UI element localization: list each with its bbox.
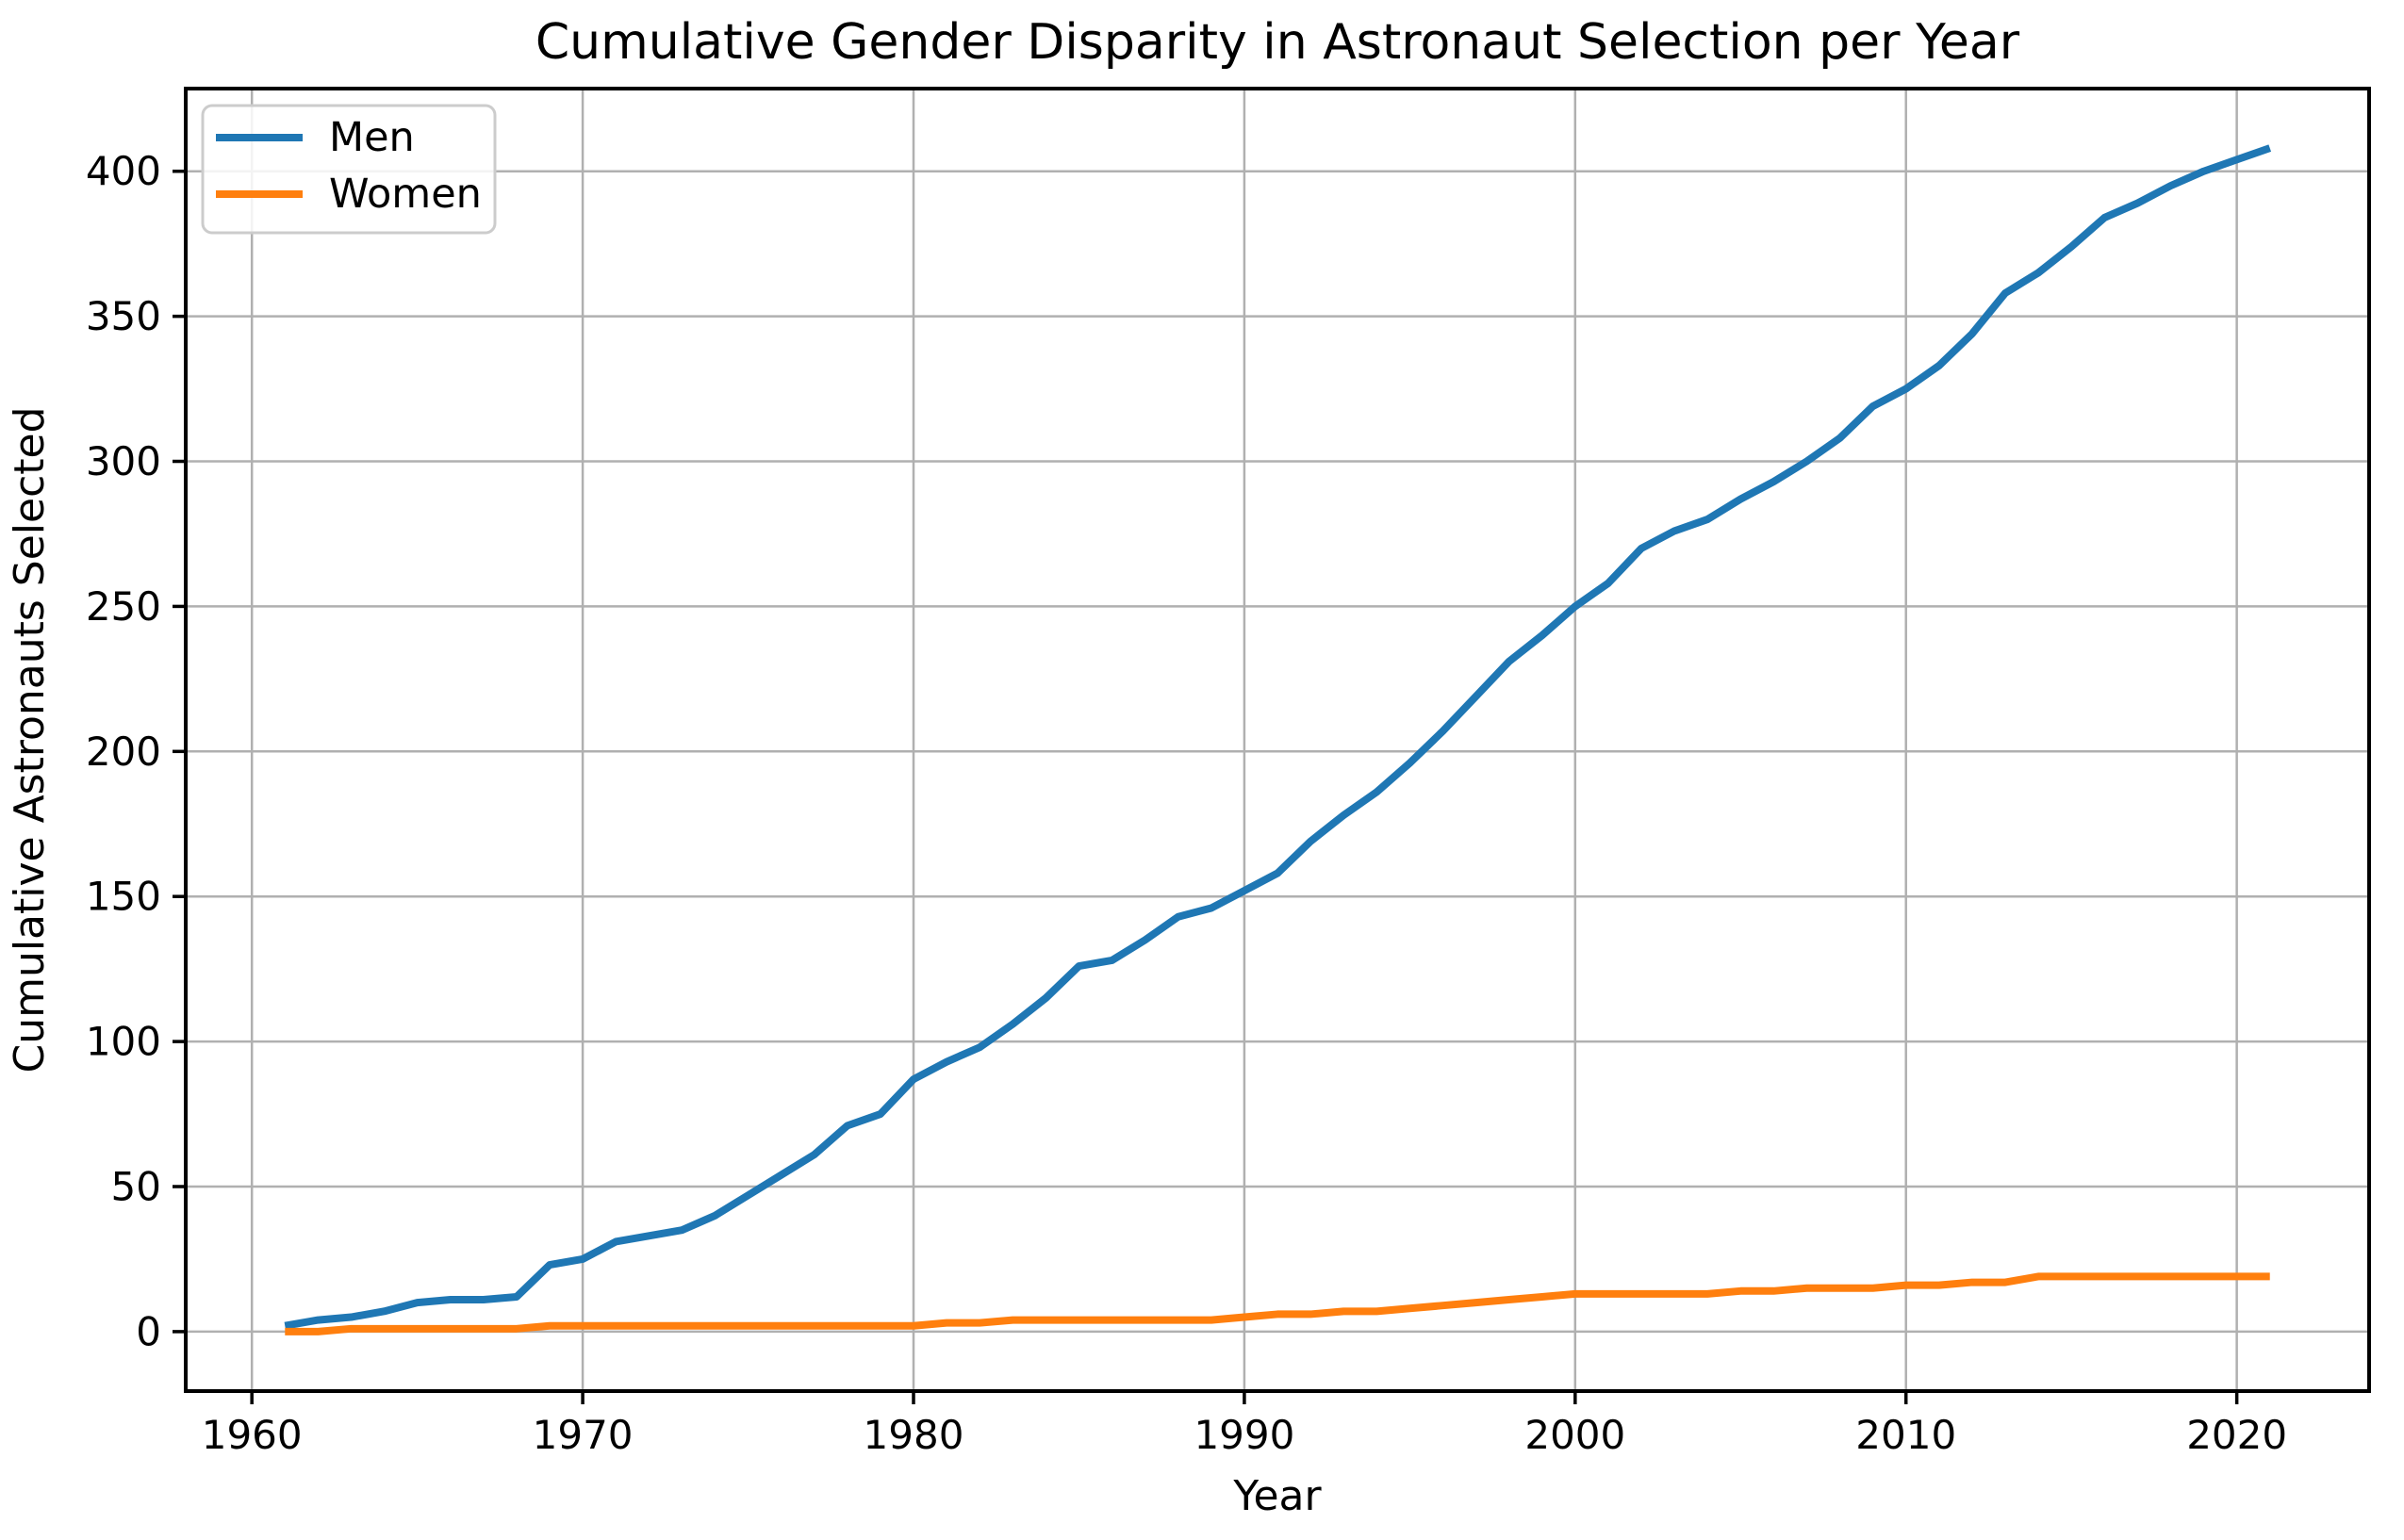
x-tick-label: 1970	[533, 1412, 634, 1458]
x-tick-label: 2000	[1524, 1412, 1625, 1458]
series-lines	[284, 144, 2272, 1335]
y-tick-label: 400	[86, 148, 161, 194]
y-axis-label: Cumulative Astronauts Selected	[6, 406, 54, 1073]
y-tick-label: 150	[86, 874, 161, 920]
legend-label-women: Women	[329, 171, 482, 218]
legend-label-men: Men	[329, 114, 415, 161]
y-tick-label: 100	[86, 1019, 161, 1065]
legend: Men Women	[201, 104, 497, 235]
series-men-line	[284, 144, 2272, 1330]
x-tick-label: 2020	[2186, 1412, 2287, 1458]
x-tick-label: 1960	[202, 1412, 303, 1458]
y-tick-label: 250	[86, 583, 161, 630]
y-tick-label: 300	[86, 438, 161, 484]
gridlines	[186, 89, 2369, 1391]
x-tick-label: 2010	[1855, 1412, 1956, 1458]
x-axis-label: Year	[1232, 1472, 1322, 1520]
y-tick-label: 200	[86, 729, 161, 775]
x-tick-label: 1990	[1194, 1412, 1294, 1458]
x-tick-label: 1980	[864, 1412, 964, 1458]
y-tick-label: 50	[111, 1164, 161, 1210]
series-women-line	[285, 1272, 2270, 1335]
chart-title: Cumulative Gender Disparity in Astronaut…	[535, 14, 2020, 71]
axes: 1960 1970 1980 1990 2000 2010 2020 0 50 100 150 200…	[86, 87, 2371, 1458]
y-tick-label: 0	[136, 1308, 161, 1354]
plot-frame	[184, 87, 2371, 1393]
y-tick-label: 350	[86, 293, 161, 339]
